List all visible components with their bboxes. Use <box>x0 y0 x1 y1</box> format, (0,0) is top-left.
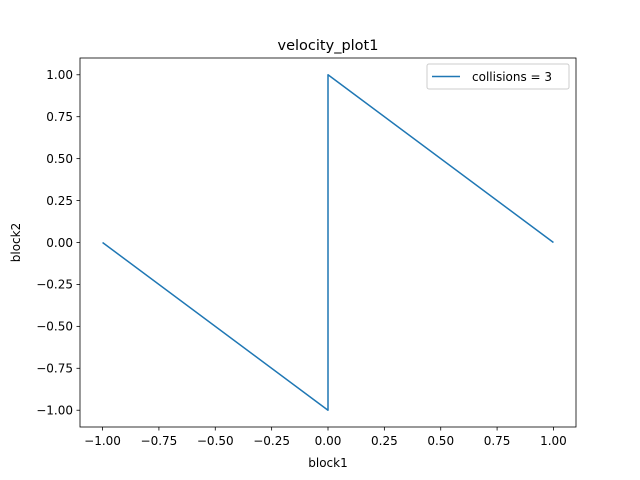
y-tick-label: 0.00 <box>46 236 73 250</box>
y-tick-label: −0.25 <box>36 278 73 292</box>
y-axis-label: block2 <box>9 223 23 262</box>
legend: collisions = 3 <box>426 63 570 90</box>
series-layer <box>102 74 554 411</box>
y-tick-label: 0.50 <box>46 152 73 166</box>
plot-frame <box>79 57 577 428</box>
x-tick-label: 0.75 <box>484 434 511 448</box>
legend-box <box>426 63 570 90</box>
x-tick-label: 1.00 <box>540 434 567 448</box>
y-tick-label: 0.25 <box>46 194 73 208</box>
series-line-0 <box>102 74 554 411</box>
y-tick-label: −1.00 <box>36 404 73 418</box>
y-axis-ticks: −1.00 −0.75 −0.50 −0.25 0.00 0.25 0.50 0.75 1.00 <box>36 68 80 418</box>
y-tick-label: −0.50 <box>36 320 73 334</box>
y-tick-label: 1.00 <box>46 68 73 82</box>
x-tick-label: −0.25 <box>253 434 290 448</box>
x-tick-label: −1.00 <box>84 434 121 448</box>
x-tick-label: −0.75 <box>141 434 178 448</box>
legend-entry-label: collisions = 3 <box>472 70 552 84</box>
x-tick-label: 0.50 <box>427 434 454 448</box>
x-axis-label: block1 <box>308 456 347 470</box>
x-tick-label: 0.25 <box>371 434 398 448</box>
x-tick-label: −0.50 <box>197 434 234 448</box>
x-axis-ticks: −1.00 −0.75 −0.50 −0.25 0.00 0.25 0.50 0.75 1.00 <box>84 427 567 448</box>
y-tick-label: −0.75 <box>36 362 73 376</box>
x-tick-label: 0.00 <box>315 434 342 448</box>
chart-title: velocity_plot1 <box>278 38 379 54</box>
y-tick-label: 0.75 <box>46 110 73 124</box>
